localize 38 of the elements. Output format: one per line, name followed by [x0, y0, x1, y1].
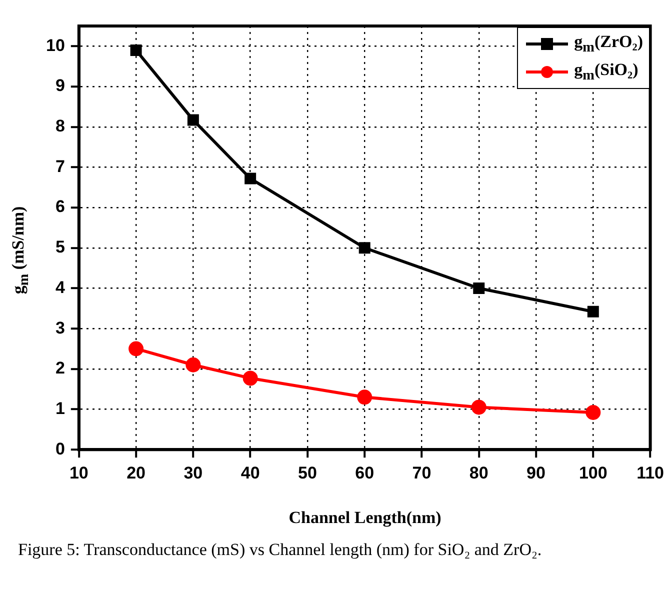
y-tick-label: 8: [55, 116, 65, 136]
x-tick-label: 50: [298, 463, 317, 482]
point: [471, 400, 486, 415]
x-tick-label: 90: [526, 463, 546, 482]
y-tick-label: 4: [55, 278, 66, 297]
y-tick-label: 0: [55, 439, 65, 458]
x-axis-title: Channel Length(nm): [288, 508, 442, 528]
y-tick-label: 2: [55, 358, 65, 378]
x-tick-label: 100: [578, 463, 608, 482]
point: [130, 44, 142, 56]
x-tick-label: 60: [355, 463, 374, 482]
x-tick-label: 70: [412, 463, 432, 482]
y-tick-label: 10: [46, 36, 65, 55]
y-tick-label: 1: [55, 398, 65, 418]
point: [587, 306, 599, 318]
legend-label: g$_{m}$(SiO₂): [574, 60, 638, 84]
y-tick-label: 3: [55, 318, 65, 338]
y-tick-label: 9: [55, 76, 65, 96]
point: [186, 357, 201, 372]
y-tick-label: 6: [55, 197, 65, 216]
point: [242, 370, 258, 386]
point: [128, 341, 144, 356]
point: [358, 242, 370, 254]
point: [187, 114, 199, 126]
x-tick-label: 110: [636, 463, 664, 482]
y-tick-label: 5: [55, 238, 65, 257]
x-tick-label: 40: [240, 463, 260, 482]
x-tick-label: 10: [69, 463, 88, 482]
point: [357, 390, 372, 405]
x-tick-label: 80: [469, 463, 488, 482]
point: [244, 172, 256, 184]
x-tick-label: 20: [126, 463, 146, 482]
legend-label: g$_{m}$(ZrO₂): [574, 32, 643, 56]
x-tick-label: 30: [184, 463, 203, 482]
point: [586, 404, 601, 420]
caption: Figure 5: Transconductance (mS) vs Channel length (nm) for SiO₂ and ZrO₂.: [18, 540, 543, 560]
y-tick-label: 7: [55, 156, 65, 176]
point: [473, 282, 485, 294]
